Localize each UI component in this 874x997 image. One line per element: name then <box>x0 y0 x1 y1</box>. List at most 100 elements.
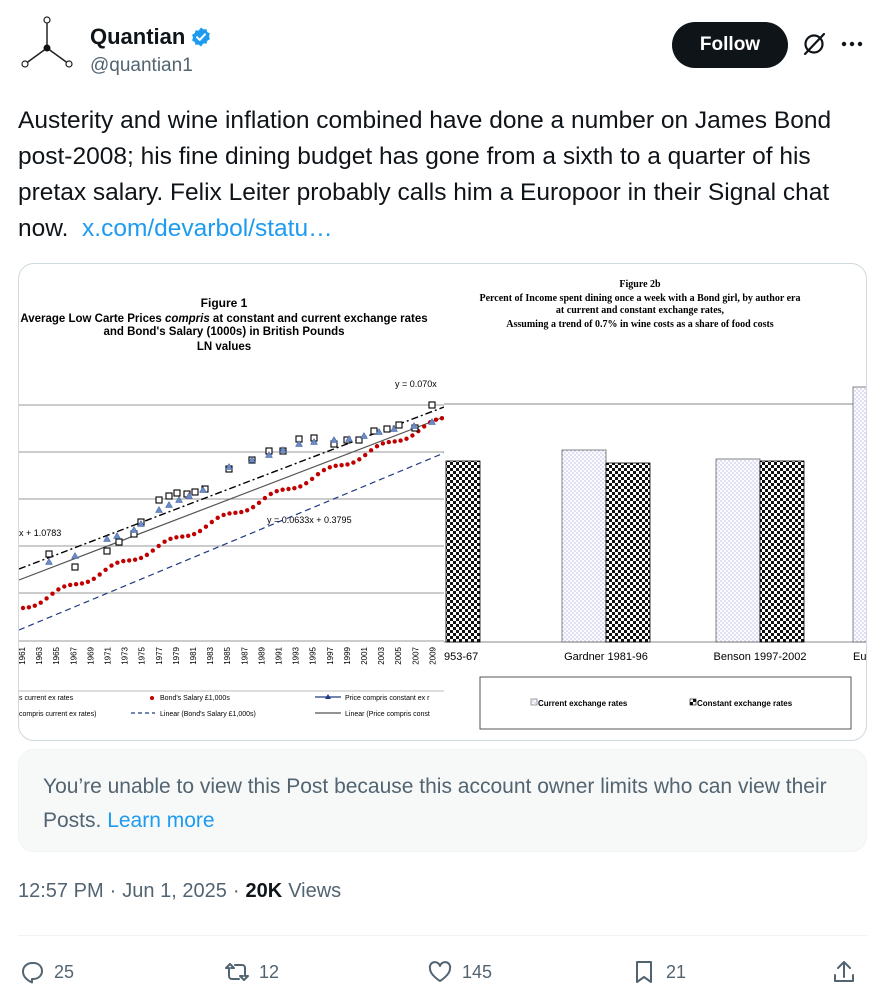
share-button[interactable] <box>830 950 858 994</box>
post-date[interactable]: Jun 1, 2025 <box>122 880 227 902</box>
divider <box>18 935 867 936</box>
fig1-salary-point <box>162 539 167 544</box>
fig1-price-constant-point <box>410 422 418 429</box>
fig1-salary-point <box>150 548 155 553</box>
fig1-salary-point <box>439 416 444 421</box>
post-text: Austerity and wine inflation combined ha… <box>18 103 863 247</box>
fig1-year-label: 1975 <box>138 646 147 664</box>
repost-count: 12 <box>259 961 280 982</box>
fig1-price-current-point <box>370 427 378 435</box>
meta-separator: · <box>232 880 240 902</box>
more-options-icon[interactable] <box>838 30 866 58</box>
fig1-year-labels: 1961 1963 1965 1967 1969 1971 1973 1975 1977 1979… <box>19 646 437 664</box>
fig1-salary-point <box>221 512 226 518</box>
fig1-salary-point <box>327 465 332 470</box>
like-button[interactable]: 145 <box>426 950 492 994</box>
fig1-salary-point <box>398 438 403 443</box>
fig1-price-constant-point <box>199 486 207 493</box>
fig1-legend-a: s current ex rates <box>19 695 74 702</box>
avatar[interactable] <box>16 14 78 76</box>
fig1-title-2: Average Low Carte Prices compris at cons… <box>20 313 427 325</box>
fig1-price-current-point <box>155 496 163 504</box>
views-count: 20K <box>245 880 283 902</box>
fig1-salary-point <box>363 452 368 458</box>
views-label: Views <box>288 880 342 902</box>
fig1-salary-point <box>203 524 209 529</box>
fig1-salary-point <box>73 582 79 587</box>
fig1-year-label: 1971 <box>104 646 113 664</box>
fig1-salary-point <box>339 463 344 468</box>
fig1-salary-point <box>292 486 297 491</box>
fig1-price-constant-point <box>137 520 145 527</box>
fig1-salary-point <box>44 596 49 601</box>
fig1-salary-point <box>392 439 397 444</box>
fig1-salary-point <box>233 510 238 516</box>
fig2-legend-current: Current exchange rates <box>538 699 628 708</box>
fig1-salary-point <box>239 509 244 515</box>
verified-badge-icon <box>192 27 211 47</box>
post-time[interactable]: 12:57 PM <box>18 880 104 902</box>
fig1-legend-f: Linear (Price compris const <box>345 711 430 718</box>
fig1-salary-point <box>298 484 303 489</box>
fig1-price-current-point <box>165 492 173 500</box>
fig1-year-label: 1997 <box>326 646 335 664</box>
fig1-salary-point <box>286 486 291 492</box>
fig1-salary-point <box>227 511 232 516</box>
fig1-price-current-point <box>191 488 199 496</box>
post-body: Austerity and wine inflation combined ha… <box>18 107 832 242</box>
fig2-bar-2-current <box>561 449 607 643</box>
fig1-salary-point <box>351 460 356 465</box>
fig1-salary-point <box>20 605 26 611</box>
fig1-price-constant-point <box>71 552 79 559</box>
fig1-year-label: 2003 <box>377 646 386 664</box>
fig1-price-constant-point <box>345 435 353 442</box>
author-handle[interactable]: @quantian1 <box>90 55 193 76</box>
fig2-title-1: Figure 2b <box>619 279 661 290</box>
fig1-data-points <box>20 401 444 611</box>
fig1-price-constant-point <box>155 506 163 513</box>
fig1-salary-point <box>191 531 197 537</box>
grok-icon[interactable] <box>800 30 828 58</box>
fig1-legend-e: Linear (Bond's Salary £1,000s) <box>160 711 256 718</box>
fig1-price-constant-point <box>265 451 273 458</box>
fig1-price-current-point <box>103 547 111 555</box>
reply-button[interactable]: 25 <box>18 950 74 994</box>
fig1-salary-point <box>174 535 179 540</box>
author-name[interactable]: Quantian <box>90 24 212 50</box>
fig1-salary-point <box>115 560 120 565</box>
fig1-year-label: 1987 <box>240 646 249 664</box>
fig1-price-constant-point <box>130 526 138 533</box>
post-header: Quantian @quantian1 Follow <box>0 0 874 95</box>
fig1-salary-point <box>56 587 61 592</box>
fig1-salary-point <box>321 467 327 473</box>
heart-icon <box>428 961 452 982</box>
fig1-eq-left: x + 1.0783 <box>19 528 61 538</box>
fig1-salary-point <box>138 555 144 561</box>
fig1-salary-point <box>156 543 161 549</box>
fig1-salary-point <box>197 528 203 534</box>
follow-button[interactable]: Follow <box>672 22 788 68</box>
repost-button[interactable]: 12 <box>223 950 279 994</box>
fig1-salary-point <box>127 558 132 563</box>
post-media[interactable]: Figure 1 Average Low Carte Prices compri… <box>18 263 867 741</box>
fig1-salary-point <box>79 581 85 586</box>
action-bar: 25 12 145 21 <box>18 950 867 994</box>
fig1-year-label: 1991 <box>275 646 284 664</box>
learn-more-link[interactable]: Learn more <box>107 809 215 832</box>
bookmark-button[interactable]: 21 <box>630 950 686 994</box>
fig1-salary-point <box>280 487 285 492</box>
fig1-price-current-point <box>383 425 391 433</box>
author-name-text[interactable]: Quantian <box>90 24 186 49</box>
fig1-salary-point <box>32 603 37 608</box>
fig1-price-constant-point <box>375 428 383 435</box>
fig1-price-current-point <box>115 538 123 546</box>
fig1-salary-point <box>186 533 191 539</box>
fig1-salary-point <box>91 576 97 581</box>
fig1-salary-point <box>209 519 214 525</box>
fig1-salary-point <box>180 534 185 539</box>
post-link[interactable]: x.com/devarbol/statu… <box>82 215 333 242</box>
fig2-bar-3-constant <box>759 460 805 643</box>
fig1-price-constant-point <box>113 532 121 539</box>
fig1-price-constant-point <box>295 440 303 447</box>
fig1-salary-point <box>168 536 173 542</box>
